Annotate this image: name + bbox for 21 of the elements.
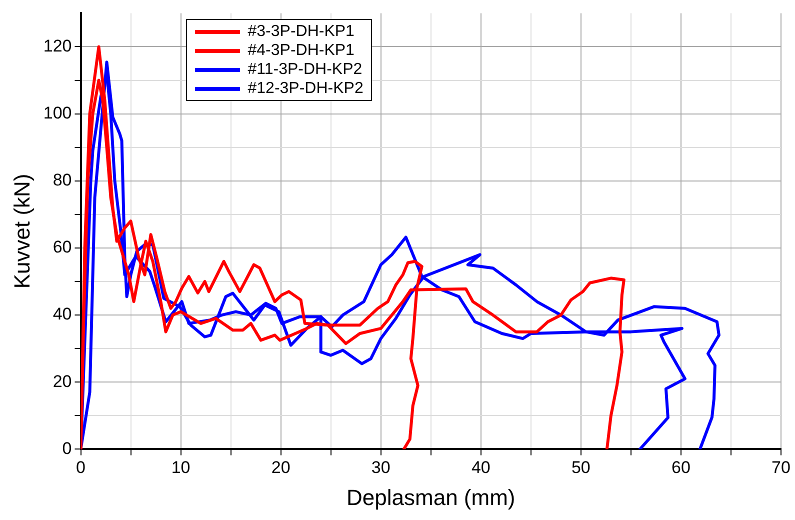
x-tick-label: 20 (271, 458, 290, 478)
y-tick-label: 0 (62, 438, 72, 458)
x-tick-label: 50 (571, 458, 590, 478)
x-tick-label: 70 (772, 458, 790, 478)
x-tick-label: 60 (672, 458, 690, 478)
y-tick-label: 100 (43, 104, 72, 123)
y-tick-label: 120 (43, 36, 72, 56)
legend-label: #3-3P-DH-KP1 (248, 22, 354, 41)
x-tick-label: 0 (76, 458, 86, 478)
y-axis-title: Kuvvet (kN) (9, 174, 34, 289)
y-tick-label: 80 (52, 170, 72, 190)
legend-label: #11-3P-DH-KP2 (248, 60, 362, 79)
y-tick-label: 40 (52, 304, 72, 324)
x-tick-label: 10 (171, 458, 190, 478)
x-axis-title: Deplasman (mm) (346, 484, 516, 510)
legend-label: #12-3P-DH-KP2 (248, 80, 364, 98)
x-tick-label: 30 (371, 458, 390, 478)
y-tick-label: 60 (52, 238, 72, 257)
y-tick-label: 20 (52, 372, 72, 391)
x-tick-label: 40 (471, 458, 490, 478)
legend-label: #4-3P-DH-KP1 (248, 42, 354, 60)
